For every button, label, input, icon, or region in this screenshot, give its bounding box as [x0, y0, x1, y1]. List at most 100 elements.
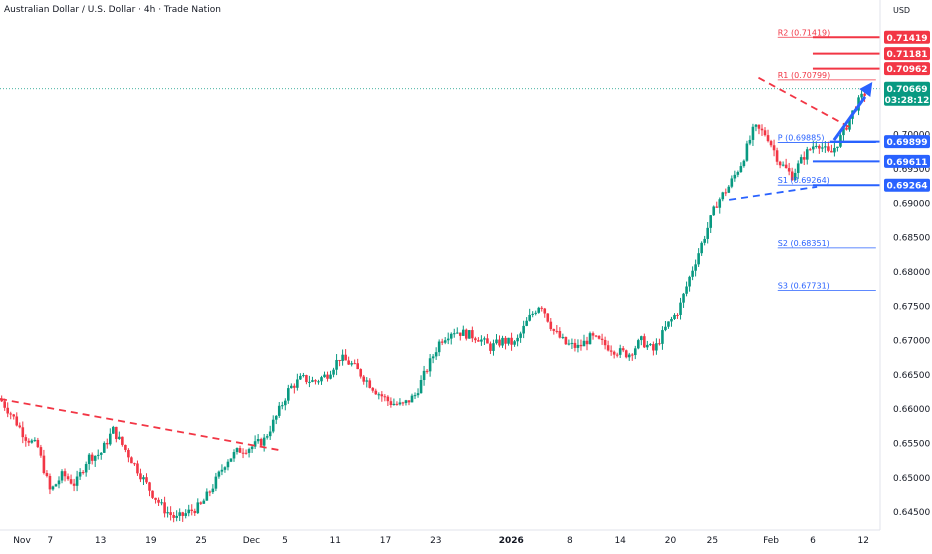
candle-body [655, 343, 658, 351]
support-trendline[interactable] [729, 185, 818, 201]
candle-body [296, 379, 299, 388]
candle-body [166, 512, 169, 514]
candle-body [522, 325, 525, 334]
candle-body [827, 146, 830, 151]
candle-body [579, 344, 583, 347]
time-tick: 17 [380, 536, 391, 546]
candle-body [703, 238, 706, 243]
candle-body [697, 253, 700, 265]
candle-body [350, 363, 353, 365]
price-tag-label: 0.70962 [887, 65, 928, 75]
candle-body [30, 440, 34, 443]
price-tick: 0.66500 [893, 371, 930, 381]
candle-body [784, 164, 788, 169]
candle-body [160, 502, 163, 504]
resistance-trendline[interactable] [758, 76, 852, 129]
candle-body [781, 164, 785, 166]
currency-label: USD [893, 6, 910, 15]
time-tick: Nov [13, 536, 31, 546]
candle-body [332, 369, 335, 375]
candle-body [247, 449, 251, 453]
candle-body [193, 510, 197, 514]
candle-body [311, 380, 314, 382]
candle-body [392, 403, 396, 406]
candle-body [341, 354, 344, 362]
candle-body [112, 426, 115, 434]
candle-body [323, 374, 326, 378]
candle-body [329, 374, 332, 379]
candle-body [676, 314, 679, 316]
candle-body [597, 335, 601, 339]
candle-body [3, 401, 6, 408]
candle-body [643, 336, 646, 348]
candle-body [540, 307, 544, 309]
candle-body [582, 340, 586, 347]
candle-body [458, 332, 462, 336]
downtrend-line[interactable] [0, 398, 281, 452]
time-tick: 6 [810, 536, 816, 546]
price-tag-label: 0.71181 [887, 50, 928, 60]
candle-body [12, 414, 16, 417]
candle-body [821, 147, 824, 149]
candle-body [127, 449, 130, 458]
candle-body [468, 330, 471, 339]
candle-body [214, 476, 218, 489]
chart-title: Australian Dollar / U.S. Dollar · 4h · T… [4, 5, 221, 15]
pivot-label-p: P (0.69885) [778, 134, 825, 143]
candle-body [326, 374, 329, 379]
candle-body [238, 448, 242, 453]
candle-body [630, 354, 634, 356]
candle-body [157, 499, 160, 503]
candle-body [124, 444, 127, 450]
price-tick: 0.69000 [893, 199, 930, 209]
candle-body [407, 400, 411, 403]
candle-body [51, 486, 55, 490]
candle-body [440, 341, 444, 343]
candle-body [425, 370, 429, 372]
pivot-label-s3: S3 (0.67731) [778, 281, 830, 290]
candle-body [504, 337, 507, 344]
projection-arrow-shaft[interactable] [832, 96, 867, 142]
price-tick: 0.66000 [893, 405, 930, 415]
candle-body [217, 471, 221, 477]
candle-body [486, 338, 489, 344]
annotation-layer: R2 (0.71419) R1 (0.70799) P (0.69885) S1 (0… [0, 28, 880, 452]
candle-body [118, 436, 121, 440]
candle-body [815, 145, 818, 147]
pivot-label-r1: R1 (0.70799) [778, 71, 831, 80]
candle-body [688, 276, 691, 287]
candle-body [154, 497, 157, 500]
candle-body [78, 472, 82, 477]
time-tick: 25 [707, 536, 718, 546]
candle-body [175, 515, 178, 518]
candle-body [525, 320, 528, 326]
candle-body [742, 160, 746, 167]
price-tick: 0.64500 [893, 508, 930, 518]
candle-body [845, 127, 848, 130]
candle-body [754, 124, 758, 127]
candle-body [624, 350, 628, 358]
candle-body [495, 339, 498, 344]
candle-body [434, 352, 438, 357]
candle-body [398, 402, 402, 405]
projection-arrow-head[interactable] [859, 82, 873, 98]
candle-body [130, 457, 133, 464]
candle-body [609, 350, 613, 352]
candle-body [730, 178, 734, 187]
candle-body [81, 472, 85, 474]
price-tag [884, 62, 930, 76]
candle-body [202, 500, 206, 504]
candle-body [259, 439, 263, 446]
candle-body [555, 330, 559, 332]
candle-body [461, 329, 465, 336]
candle-body [682, 293, 685, 303]
price-tag-label: 0.69611 [887, 158, 928, 168]
candle-body [413, 395, 417, 397]
candle-body [220, 469, 224, 472]
candle-body [706, 227, 709, 239]
time-tick: 14 [614, 536, 626, 546]
candle-body [389, 401, 393, 406]
